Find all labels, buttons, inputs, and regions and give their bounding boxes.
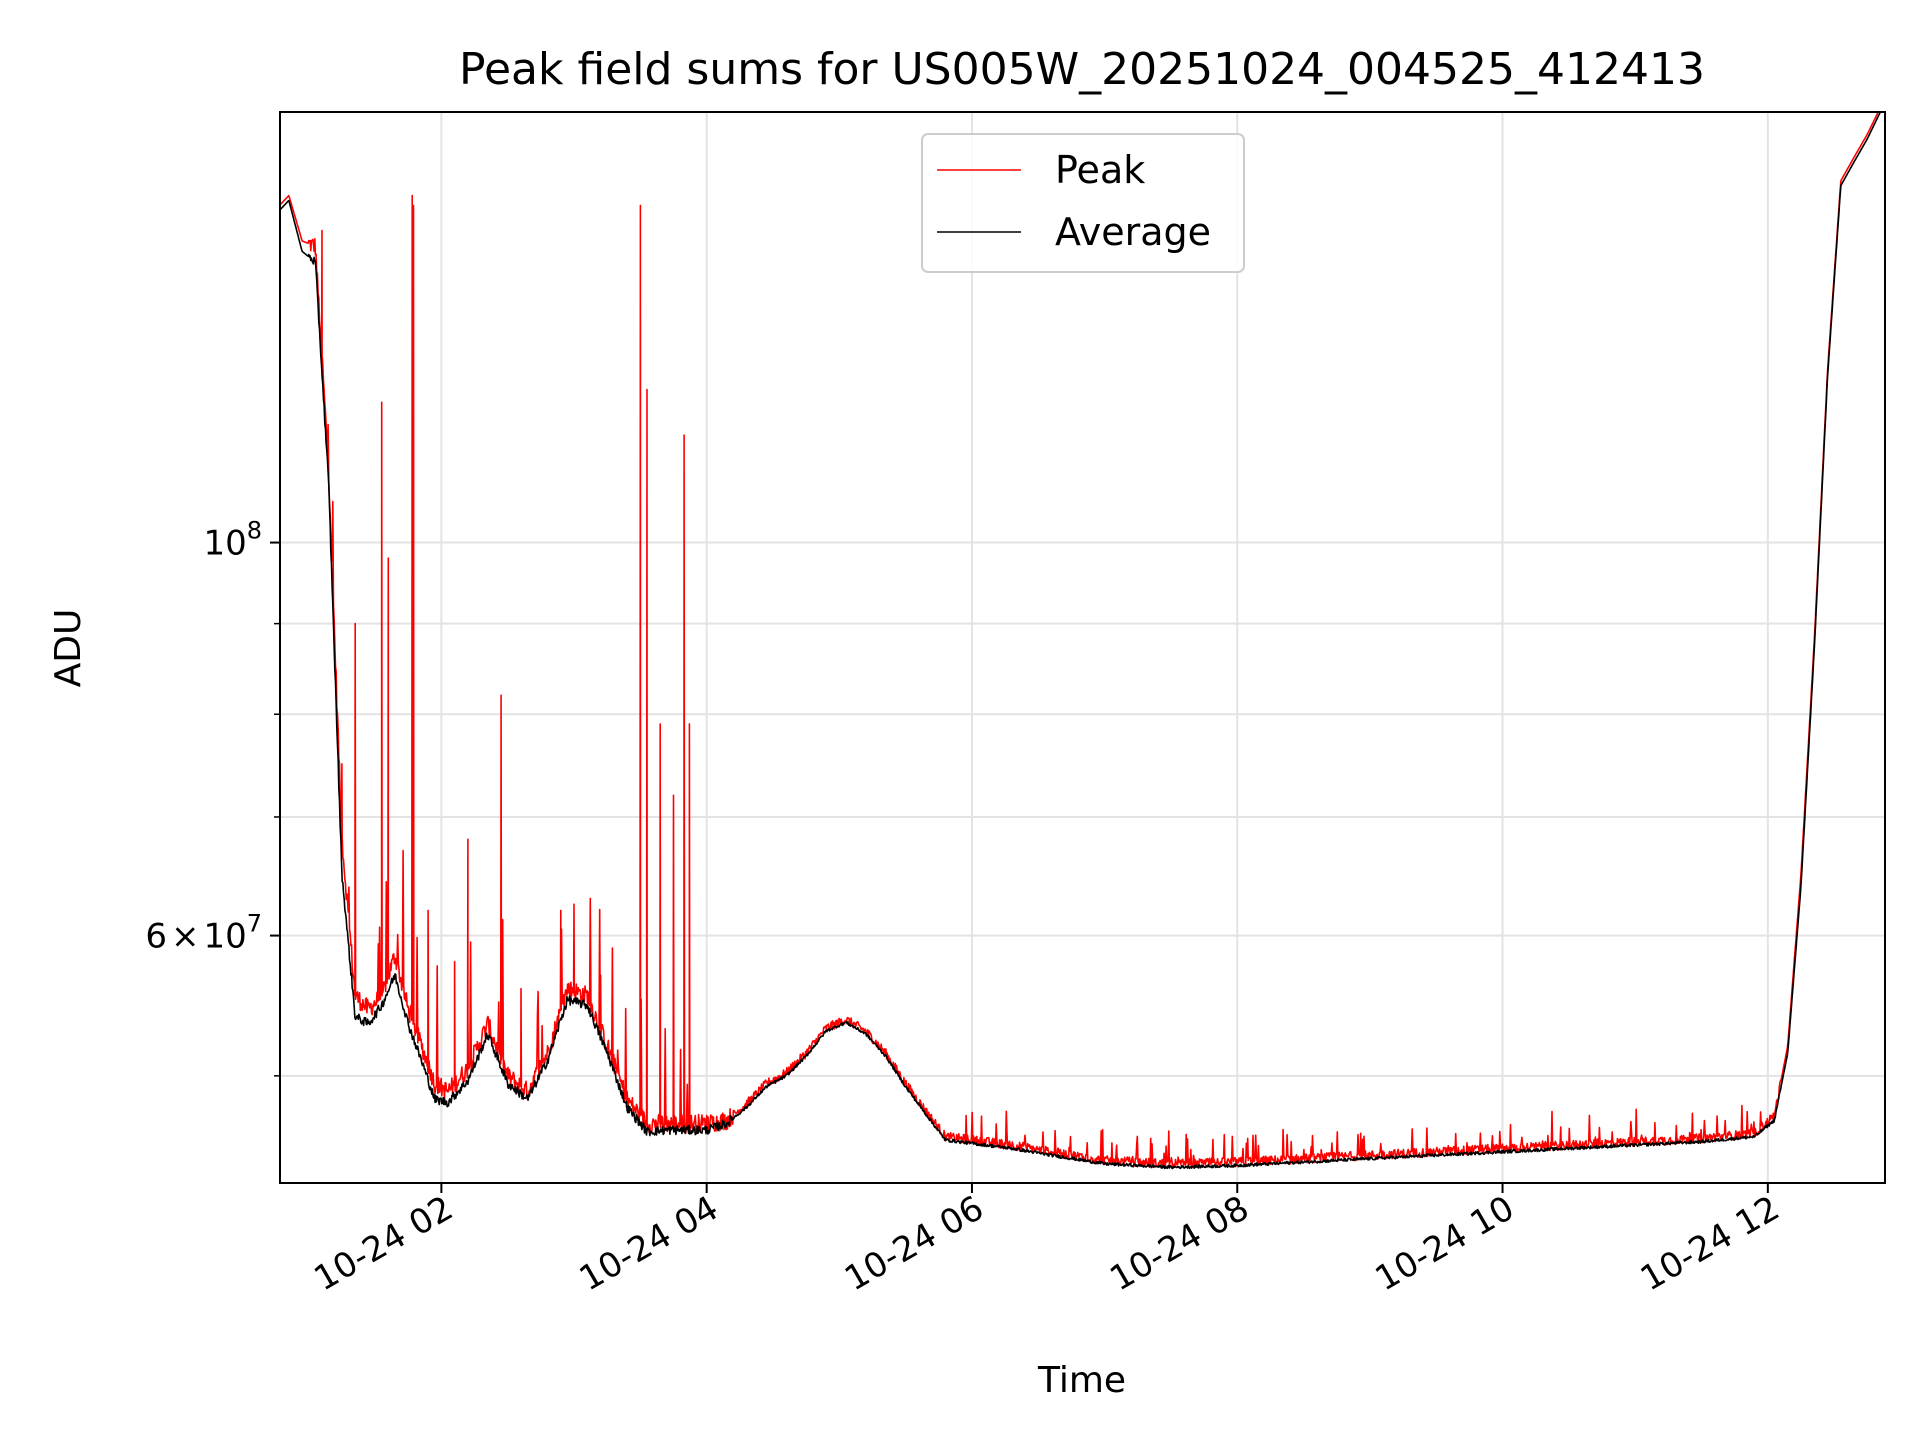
- y-axis-label: ADU: [48, 609, 89, 688]
- y-tick-times: ×: [171, 917, 200, 957]
- grid: [280, 112, 1885, 1183]
- average-series-line: [280, 112, 1882, 1170]
- y-tick-base: 10: [203, 524, 246, 564]
- y-tick-label: 108: [203, 517, 262, 564]
- y-tick-base: 10: [203, 917, 246, 957]
- series-layer: [280, 112, 1882, 1170]
- y-tick-label: 6 × 107: [145, 910, 262, 957]
- x-axis-label: Time: [1037, 1360, 1126, 1401]
- y-tick-mantissa: 6: [145, 917, 167, 957]
- peak-series-line: [280, 112, 1880, 1169]
- y-tick-exponent: 7: [247, 910, 262, 938]
- legend-box: [921, 133, 1245, 273]
- y-tick-exponent: 8: [247, 517, 262, 545]
- plot-frame: [279, 111, 1886, 1184]
- legend-peak-label: Peak: [1055, 148, 1145, 192]
- chart-title: Peak field sums for US005W_20251024_0045…: [459, 44, 1705, 95]
- legend-average-label: Average: [1055, 210, 1211, 254]
- legend: Peak Average: [921, 133, 1245, 273]
